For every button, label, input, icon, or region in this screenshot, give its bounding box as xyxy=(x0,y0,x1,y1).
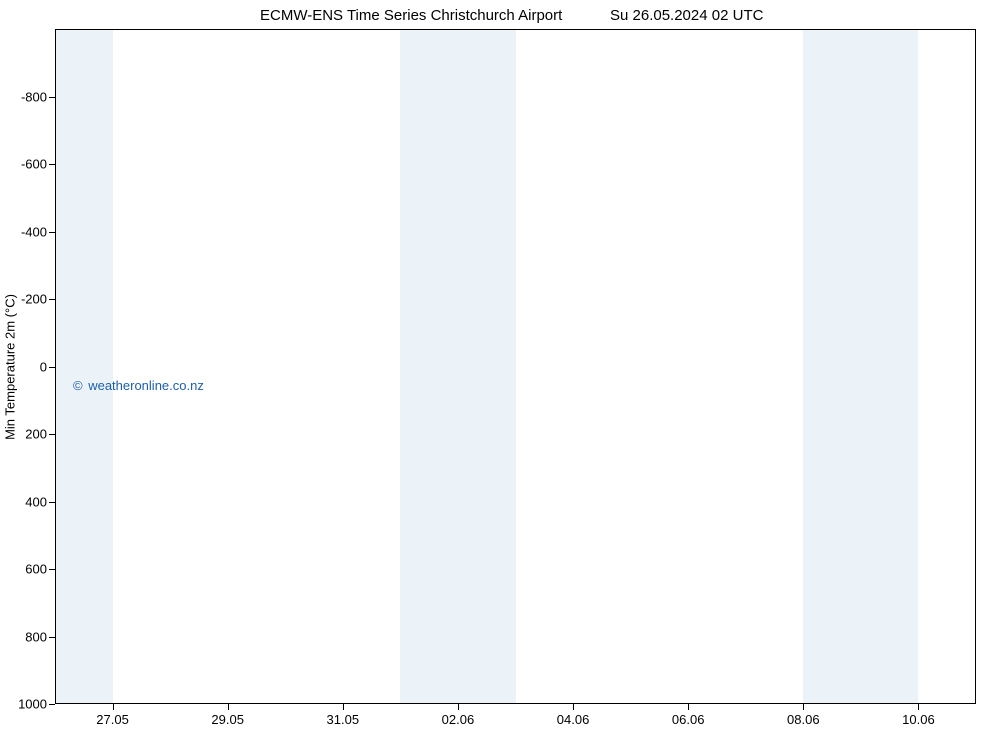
x-tick xyxy=(113,704,114,710)
y-tick xyxy=(49,97,55,98)
x-tick xyxy=(803,704,804,710)
weekend-band xyxy=(55,29,113,704)
y-tick xyxy=(49,299,55,300)
x-tick-label: 29.05 xyxy=(211,712,244,727)
y-tick-label: 200 xyxy=(25,427,47,442)
y-tick xyxy=(49,637,55,638)
x-tick-label: 10.06 xyxy=(902,712,935,727)
x-tick-label: 27.05 xyxy=(96,712,129,727)
y-tick xyxy=(49,232,55,233)
x-tick xyxy=(573,704,574,710)
y-tick-label: 0 xyxy=(40,359,47,374)
y-tick xyxy=(49,367,55,368)
y-tick xyxy=(49,502,55,503)
y-tick-label: 1000 xyxy=(18,697,47,712)
x-tick-label: 02.06 xyxy=(442,712,475,727)
y-tick-label: 400 xyxy=(25,494,47,509)
y-tick xyxy=(49,704,55,705)
chart-container: ECMW-ENS Time Series Christchurch Airpor… xyxy=(0,0,1000,733)
x-tick xyxy=(343,704,344,710)
y-tick-label: -800 xyxy=(21,89,47,104)
y-tick xyxy=(49,569,55,570)
watermark-text: weatheronline.co.nz xyxy=(85,378,204,393)
y-tick-label: 800 xyxy=(25,629,47,644)
x-tick-label: 06.06 xyxy=(672,712,705,727)
y-tick xyxy=(49,164,55,165)
watermark: © weatheronline.co.nz xyxy=(73,378,204,393)
x-tick-label: 31.05 xyxy=(327,712,360,727)
x-tick xyxy=(688,704,689,710)
chart-title-left: ECMW-ENS Time Series Christchurch Airpor… xyxy=(260,7,562,24)
x-tick-label: 08.06 xyxy=(787,712,820,727)
y-tick-label: -600 xyxy=(21,157,47,172)
y-tick-label: -400 xyxy=(21,224,47,239)
weekend-band xyxy=(803,29,918,704)
y-tick-label: 600 xyxy=(25,562,47,577)
y-tick-label: -200 xyxy=(21,292,47,307)
weekend-band xyxy=(400,29,515,704)
copyright-icon: © xyxy=(73,378,83,393)
x-tick xyxy=(458,704,459,710)
x-tick xyxy=(918,704,919,710)
plot-area xyxy=(55,29,976,704)
y-axis-label: Min Temperature 2m (°C) xyxy=(3,294,18,440)
chart-title-right: Su 26.05.2024 02 UTC xyxy=(610,7,763,24)
x-tick xyxy=(228,704,229,710)
y-tick xyxy=(49,434,55,435)
x-tick-label: 04.06 xyxy=(557,712,590,727)
